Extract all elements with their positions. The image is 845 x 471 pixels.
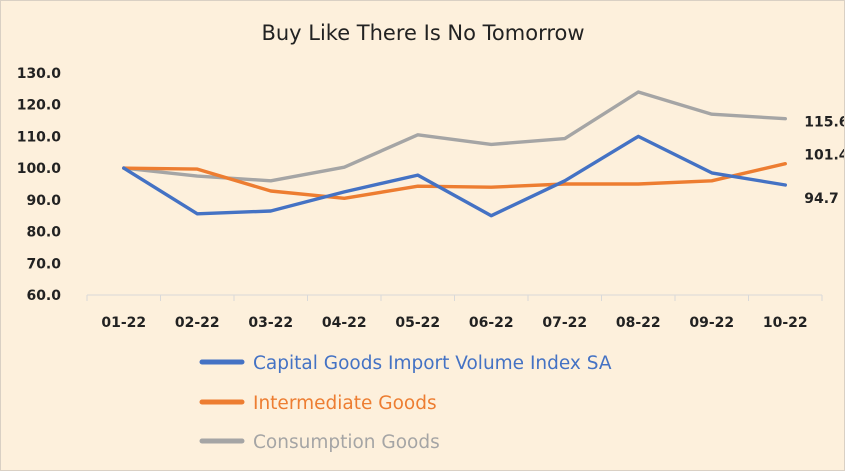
x-tick-label: 10-22 [763,315,808,331]
x-tick-label: 07-22 [542,315,587,331]
end-value-labels: 94.7 101.4 115.6 [804,115,844,207]
end-value-label: 115.6 [804,115,844,131]
x-tick-label: 06-22 [469,315,514,331]
y-tick-label: 110.0 [17,129,62,145]
y-tick-label: 130.0 [17,66,62,82]
chart-title: Buy Like There Is No Tomorrow [261,21,584,45]
y-tick-label: 60.0 [26,288,61,304]
legend: Capital Goods Import Volume Index SA Inte… [199,353,612,453]
x-tick-label: 02-22 [175,315,220,331]
series-line-2 [122,161,787,201]
x-tick-label: 05-22 [395,315,440,331]
x-tick-label: 03-22 [248,315,293,331]
series-lines [122,90,787,218]
end-value-label: 94.7 [804,191,839,207]
series-line-1 [122,134,787,218]
y-axis-ticks: 60.0 70.0 80.0 90.0 100.0 110.0 120.0 130.0 [17,66,62,304]
legend-label: Consumption Goods [253,432,440,453]
x-tick-label: 01-22 [101,315,146,331]
series-line-3 [122,90,787,183]
legend-label: Capital Goods Import Volume Index SA [253,353,612,374]
legend-label: Intermediate Goods [253,393,437,414]
y-tick-label: 120.0 [17,98,62,114]
x-tick-label: 04-22 [322,315,367,331]
y-tick-label: 100.0 [17,161,62,177]
x-tick-label: 08-22 [616,315,661,331]
y-tick-label: 70.0 [26,256,61,272]
x-tick-label: 09-22 [689,315,734,331]
end-value-label: 101.4 [804,148,844,164]
y-tick-label: 90.0 [26,193,61,209]
y-tick-label: 80.0 [26,225,61,241]
x-axis-ticks: 01-22 02-22 03-22 04-22 05-22 06-22 07-22 08-22… [86,295,823,331]
